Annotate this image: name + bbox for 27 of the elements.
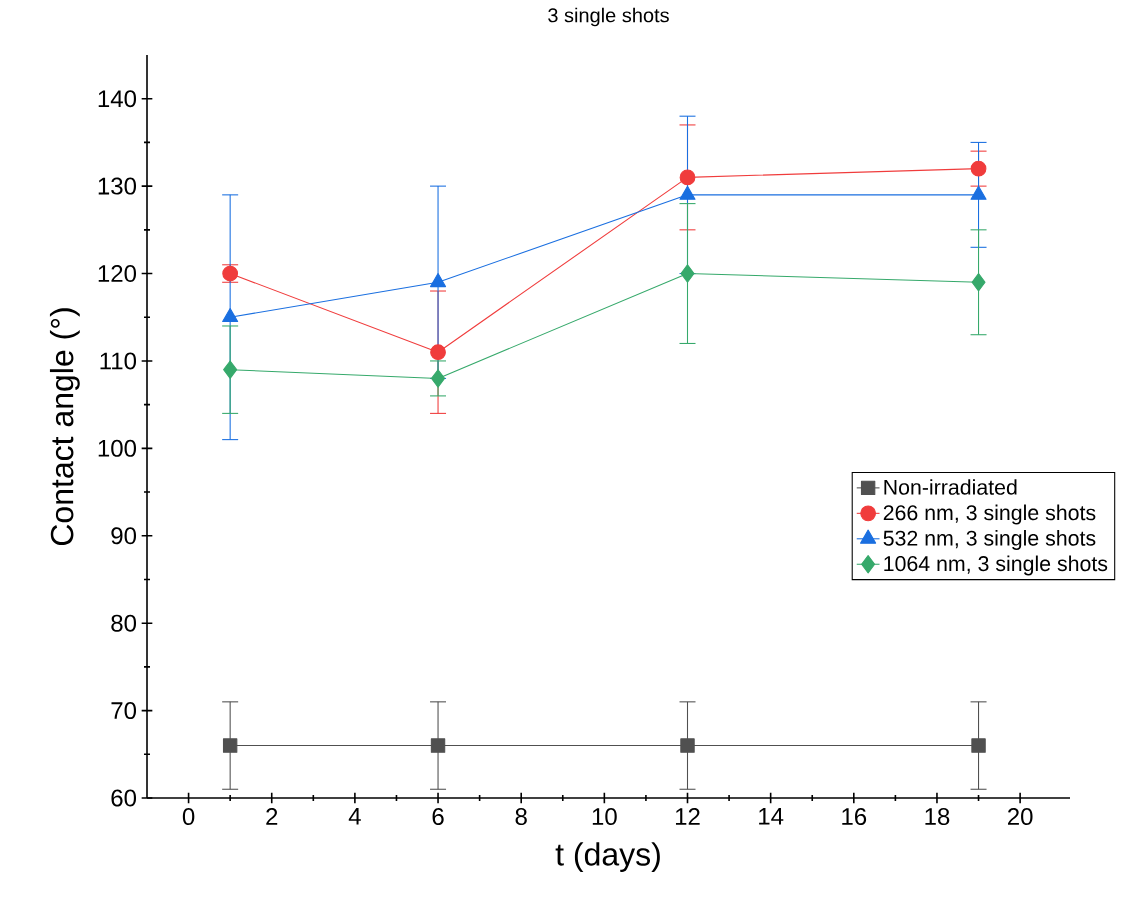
legend-label: 1064 nm, 3 single shots [884,555,1108,576]
y-axis-title: Contact angle (°) [49,308,80,546]
x-tick-label: 20 [1007,808,1033,826]
x-tick-label: 12 [675,808,700,825]
x-axis-title: t (days) [555,842,660,873]
x-tick-label: 6 [432,808,444,826]
legend-label: 266 nm, 3 single shots [883,504,1096,525]
y-tick-label: 90 [111,527,137,545]
y-tick-label: 80 [111,614,137,632]
y-tick-label: 130 [98,177,137,195]
x-tick-label: 14 [759,808,784,825]
x-tick-label: 2 [266,808,278,825]
y-tick-label: 110 [100,352,137,370]
y-tick-label: 70 [111,702,137,720]
legend-label: Non-irradiated [884,479,1017,495]
x-tick-label: 10 [592,808,617,826]
y-tick-label: 100 [98,439,137,457]
x-tick-label: 0 [182,808,195,826]
x-tick-label: 16 [842,808,867,826]
x-tick-label: 8 [515,808,527,826]
legend-label: 532 nm, 3 single shots [883,530,1096,550]
y-tick-label: 60 [111,789,137,807]
x-tick-label: 18 [925,808,950,826]
x-tick-label: 4 [348,808,361,825]
chart-title: 3 single shots [548,7,669,27]
y-tick-label: 140 [98,90,137,108]
y-tick-label: 120 [98,265,137,283]
